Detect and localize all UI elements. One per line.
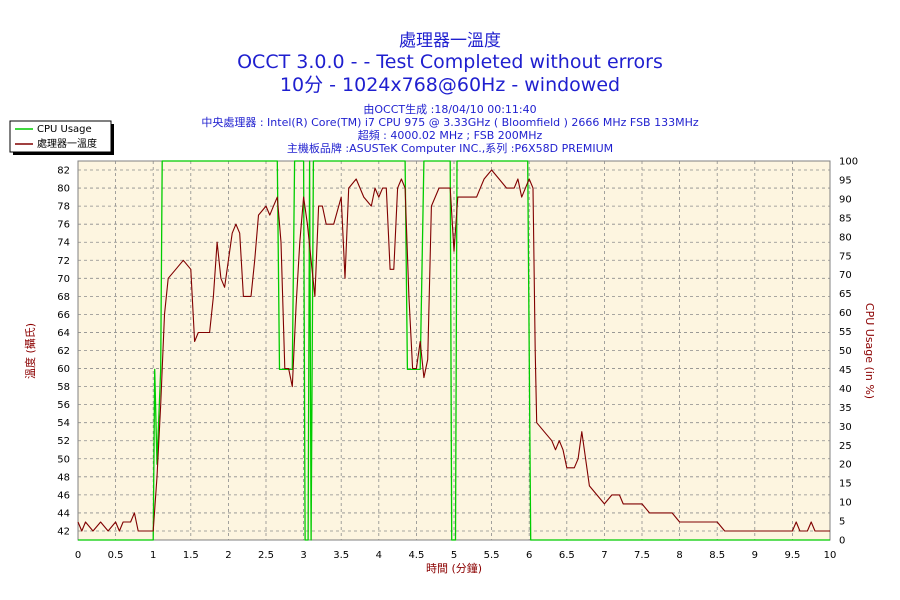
y2-tick-label: 30: [839, 422, 852, 433]
x-tick-label: 7.5: [634, 550, 650, 561]
y2-tick-label: 55: [839, 327, 852, 338]
y2-tick-label: 90: [839, 194, 852, 205]
legend-label-cpu-temperature: 處理器一溫度: [37, 137, 97, 150]
y-tick-label: 70: [57, 274, 70, 285]
y-tick-label: 62: [57, 346, 70, 357]
legend: CPU Usage 處理器一溫度: [9, 120, 114, 155]
x-tick-label: 4: [376, 550, 382, 561]
y2-tick-label: 60: [839, 308, 852, 319]
y2-tick-label: 85: [839, 213, 852, 224]
y-tick-label: 64: [57, 328, 70, 339]
y2-tick-label: 95: [839, 175, 852, 186]
y-tick-label: 74: [57, 238, 70, 249]
x-tick-label: 5.5: [484, 550, 500, 561]
x-tick-label: 8.5: [709, 550, 725, 561]
x-tick-label: 0: [75, 550, 81, 561]
chart-subtitle-mode: 10分 - 1024x768@60Hz - windowed: [280, 74, 620, 96]
x-tick-label: 9: [752, 550, 758, 561]
x-tick-label: 5: [451, 550, 457, 561]
x-tick-label: 3.5: [333, 550, 349, 561]
y-tick-label: 46: [57, 490, 70, 501]
legend-label-cpu-usage: CPU Usage: [37, 124, 92, 135]
x-tick-label: 8: [676, 550, 682, 561]
y-tick-label: 42: [57, 526, 70, 537]
x-tick-label: 2.5: [258, 550, 274, 561]
x-tick-label: 1: [150, 550, 156, 561]
y2-tick-label: 70: [839, 270, 852, 281]
y-tick-label: 76: [57, 220, 70, 231]
grid-lines: [78, 161, 830, 540]
x-tick-label: 3: [300, 550, 306, 561]
y2-tick-label: 35: [839, 403, 852, 414]
x-tick-label: 0.5: [108, 550, 124, 561]
y2-tick-label: 15: [839, 479, 852, 490]
cpu-info: 中央處理器 : Intel(R) Core(TM) i7 CPU 975 @ 3…: [201, 115, 699, 129]
x-tick-label: 4.5: [408, 550, 424, 561]
y-tick-label: 58: [57, 382, 70, 393]
y2-tick-label: 50: [839, 346, 852, 357]
motherboard-info: 主機板品牌 :ASUSTeK Computer INC.,系列 :P6X58D …: [287, 141, 613, 155]
axis-ticks: 0 0.5 1 1.5 2 2.5 3 3.5 4 4.5 5 5.5 6 6.5 7 7.5 8 8.5 9 9.5…: [57, 157, 858, 562]
x-tick-label: 10: [824, 550, 837, 561]
y2-tick-label: 65: [839, 289, 852, 300]
x-tick-label: 1.5: [183, 550, 199, 561]
y2-tick-label: 10: [839, 498, 852, 509]
y2-tick-label: 5: [839, 517, 845, 528]
y-tick-label: 78: [57, 202, 70, 213]
y-tick-label: 66: [57, 310, 70, 321]
y2-tick-label: 25: [839, 441, 852, 452]
x-tick-label: 7: [601, 550, 607, 561]
y-tick-label: 44: [57, 508, 70, 519]
x-tick-label: 6.5: [559, 550, 575, 561]
x-tick-label: 6: [526, 550, 532, 561]
x-tick-label: 9.5: [784, 550, 800, 561]
y2-tick-label: 20: [839, 460, 852, 471]
y2-tick-label: 75: [839, 251, 852, 262]
y-tick-label: 72: [57, 256, 70, 267]
y-tick-label: 54: [57, 418, 70, 429]
y2-tick-label: 40: [839, 384, 852, 395]
y-tick-label: 60: [57, 364, 70, 375]
y2-tick-label: 100: [839, 157, 858, 168]
overclock-info: 超頻 : 4000.02 MHz ; FSB 200MHz: [358, 128, 543, 142]
y-axis-label: 溫度 (攝氏): [23, 323, 37, 379]
legend-box: [9, 120, 112, 153]
y2-axis-label: CPU Usage (in %): [863, 303, 876, 399]
y2-tick-label: 0: [839, 536, 845, 547]
y-tick-label: 68: [57, 292, 70, 303]
data-series: [77, 160, 830, 541]
y-tick-label: 56: [57, 400, 70, 411]
y-tick-label: 82: [57, 166, 70, 177]
y2-tick-label: 45: [839, 365, 852, 376]
generated-info: 由OCCT生成 :18/04/10 00:11:40: [363, 102, 536, 116]
series-line-cpu-usage: [78, 160, 830, 541]
series-line-cpu-temperature: [77, 169, 830, 532]
y-tick-label: 50: [57, 454, 70, 465]
chart-subtitle-status: OCCT 3.0.0 - - Test Completed without er…: [237, 51, 663, 73]
x-tick-label: 2: [225, 550, 231, 561]
x-axis-label: 時間 (分鐘): [426, 561, 482, 575]
y-tick-label: 80: [57, 184, 70, 195]
y-tick-label: 52: [57, 436, 70, 447]
y2-tick-label: 80: [839, 232, 852, 243]
y-tick-label: 48: [57, 472, 70, 483]
chart-title: 處理器一溫度: [399, 31, 501, 51]
